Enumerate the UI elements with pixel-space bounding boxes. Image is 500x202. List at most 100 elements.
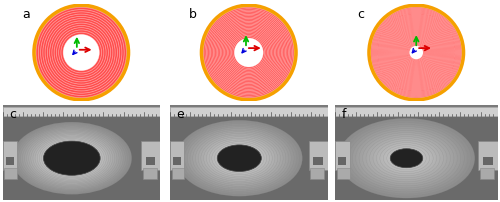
Circle shape <box>217 145 262 171</box>
Circle shape <box>386 23 446 82</box>
Circle shape <box>366 134 448 182</box>
Circle shape <box>30 133 114 184</box>
Bar <box>2 141 16 170</box>
Circle shape <box>234 37 264 68</box>
Bar <box>172 168 184 179</box>
Circle shape <box>372 138 442 179</box>
Circle shape <box>20 127 124 190</box>
Circle shape <box>48 19 114 86</box>
Circle shape <box>344 122 469 195</box>
Circle shape <box>359 130 454 186</box>
Circle shape <box>218 22 280 83</box>
Bar <box>308 141 328 170</box>
Circle shape <box>45 16 118 89</box>
Circle shape <box>24 129 120 187</box>
Circle shape <box>176 120 302 196</box>
Circle shape <box>40 12 122 93</box>
Circle shape <box>28 132 116 184</box>
Circle shape <box>44 15 119 90</box>
Circle shape <box>210 15 287 90</box>
Circle shape <box>34 136 109 181</box>
Circle shape <box>221 25 276 80</box>
Circle shape <box>214 143 264 174</box>
Circle shape <box>40 139 104 178</box>
Circle shape <box>385 21 448 84</box>
Circle shape <box>204 8 293 97</box>
Circle shape <box>52 24 110 81</box>
Circle shape <box>393 29 440 76</box>
Circle shape <box>181 123 298 193</box>
Circle shape <box>36 137 108 180</box>
Circle shape <box>400 37 432 68</box>
Circle shape <box>18 126 126 190</box>
Circle shape <box>342 121 470 196</box>
Circle shape <box>40 11 123 94</box>
Circle shape <box>204 7 294 98</box>
Circle shape <box>22 128 122 188</box>
Circle shape <box>355 128 458 188</box>
Circle shape <box>38 9 124 96</box>
Circle shape <box>384 145 429 171</box>
Circle shape <box>204 137 274 179</box>
Circle shape <box>180 122 299 194</box>
Circle shape <box>60 32 102 73</box>
Circle shape <box>48 20 114 85</box>
Circle shape <box>348 124 465 192</box>
Bar <box>338 157 346 165</box>
Circle shape <box>186 126 292 190</box>
Circle shape <box>191 129 288 187</box>
Circle shape <box>225 29 272 76</box>
Circle shape <box>200 3 298 102</box>
Circle shape <box>371 7 462 98</box>
Circle shape <box>353 127 460 189</box>
Circle shape <box>12 122 132 194</box>
Circle shape <box>399 36 434 69</box>
Circle shape <box>382 144 431 173</box>
Circle shape <box>188 127 291 189</box>
Circle shape <box>382 18 451 87</box>
Circle shape <box>183 124 296 192</box>
Circle shape <box>388 147 425 169</box>
Circle shape <box>378 14 455 91</box>
Circle shape <box>34 135 110 181</box>
Circle shape <box>36 7 126 98</box>
Circle shape <box>192 130 286 186</box>
Bar <box>170 141 184 170</box>
Circle shape <box>219 23 278 82</box>
Bar <box>146 157 156 165</box>
Circle shape <box>13 123 130 194</box>
Circle shape <box>396 33 436 72</box>
Circle shape <box>407 43 426 62</box>
Circle shape <box>24 130 119 187</box>
Circle shape <box>371 7 462 98</box>
Circle shape <box>363 133 450 183</box>
Circle shape <box>57 28 106 77</box>
Circle shape <box>378 141 435 175</box>
Circle shape <box>41 140 102 177</box>
Circle shape <box>21 127 123 189</box>
Circle shape <box>37 137 106 179</box>
Circle shape <box>58 30 104 75</box>
Circle shape <box>380 16 452 89</box>
Bar <box>336 168 349 179</box>
Circle shape <box>178 121 300 195</box>
Circle shape <box>396 32 437 73</box>
Circle shape <box>58 29 104 76</box>
Circle shape <box>31 134 113 183</box>
Circle shape <box>376 140 438 176</box>
Circle shape <box>42 140 102 176</box>
Bar <box>173 157 181 165</box>
Circle shape <box>382 19 450 86</box>
Bar <box>6 157 14 165</box>
Circle shape <box>27 131 117 185</box>
Circle shape <box>55 26 108 79</box>
Circle shape <box>32 134 112 182</box>
Text: c: c <box>357 8 364 21</box>
Circle shape <box>228 32 270 73</box>
Circle shape <box>194 131 284 185</box>
Circle shape <box>198 133 281 183</box>
Circle shape <box>206 9 292 96</box>
Circle shape <box>380 143 433 174</box>
Circle shape <box>60 31 103 74</box>
Circle shape <box>47 18 116 87</box>
